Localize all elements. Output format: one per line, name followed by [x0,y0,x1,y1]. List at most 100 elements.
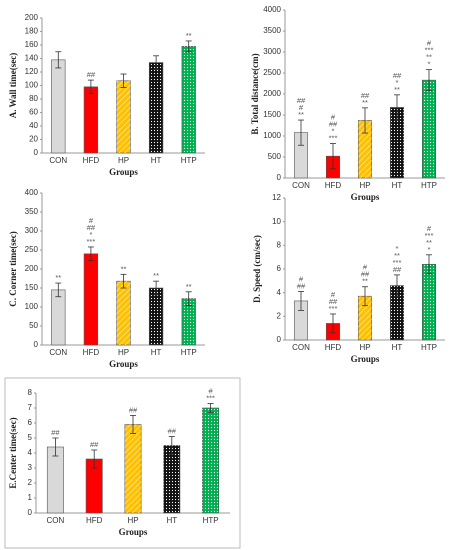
significance-label: *** [87,237,96,246]
y-tick-label: 20 [29,135,38,144]
significance-label: ** [186,31,192,40]
significance-label: * [396,244,399,253]
y-tick-label: 500 [268,152,282,161]
significance-label: *** [206,393,215,402]
significance-label: * [428,245,431,254]
bar-texture [163,445,180,513]
x-axis-label: Groups [351,354,380,364]
bar-texture [358,296,372,340]
significance-label: ** [186,282,192,291]
y-tick-label: 1500 [263,110,281,119]
significance-label: * [396,78,399,87]
bar-texture [422,264,436,340]
x-tick-label: HTP [181,348,197,357]
significance-label: * [89,230,92,239]
significance-label: ## [361,270,370,279]
y-tick-label: 80 [29,94,38,103]
y-tick-label: 120 [25,67,39,76]
y-tick-label: 0 [34,148,39,157]
y-tick-label: 2500 [263,68,281,77]
bar [83,253,99,346]
y-tick-label: 2000 [263,89,281,98]
y-tick-label: 6 [277,264,282,273]
y-tick-label: 140 [25,54,39,63]
y-tick-label: 4 [277,288,282,297]
significance-label: ** [55,273,61,282]
significance-label: ** [394,85,400,94]
bar-texture [390,285,404,340]
y-axis-label: E.Center time(sec) [8,417,18,488]
y-tick-label: 2 [28,478,33,487]
x-tick-label: HP [118,156,129,165]
significance-label: ** [121,264,127,273]
bar-texture [422,80,436,178]
y-tick-label: 50 [29,321,38,330]
y-tick-label: 180 [25,27,39,36]
significance-label: ** [394,251,400,260]
y-axis-label: A. Wall time(sec) [8,53,18,119]
significance-label: ## [361,91,370,100]
x-axis-label: Groups [109,359,138,369]
y-tick-label: 3000 [263,47,281,56]
bar [46,446,64,514]
x-tick-label: HTP [181,156,197,165]
y-tick-label: 160 [25,40,39,49]
x-tick-label: HT [392,181,403,190]
significance-label: # [209,386,214,395]
bar-texture [390,107,404,178]
x-tick-label: HP [359,343,370,352]
significance-label: ## [87,70,96,79]
bar-texture [116,281,131,345]
y-tick-label: 2 [277,311,282,320]
x-axis-label: Groups [109,167,138,177]
y-tick-label: 100 [25,81,39,90]
bar-texture [358,120,372,178]
x-tick-label: CON [49,156,67,165]
y-tick-label: 0 [28,508,33,517]
bar-texture [181,46,196,153]
x-tick-label: CON [292,343,310,352]
y-tick-label: 7 [28,403,33,412]
significance-label: *** [329,304,338,313]
y-tick-label: 4 [28,448,33,457]
x-tick-label: HTP [421,181,437,190]
significance-label: # [363,263,368,272]
x-tick-label: HT [151,156,162,165]
significance-label: ** [426,238,432,247]
significance-label: ** [298,110,304,119]
significance-label: # [299,103,304,112]
y-tick-label: 6 [28,418,33,427]
panel-frame [4,377,241,549]
y-tick-label: 8 [28,388,33,397]
y-tick-label: 150 [25,283,39,292]
x-tick-label: HT [151,348,162,357]
x-tick-label: CON [49,348,67,357]
significance-label: # [299,274,304,283]
significance-label: # [427,39,432,48]
y-axis-label: B. Total distance(cm) [250,53,260,134]
significance-label: ## [297,96,306,105]
bar-texture [149,62,163,153]
bar-texture [149,288,163,345]
significance-label: *** [393,258,402,267]
significance-label: ** [153,271,159,280]
significance-label: ## [393,265,402,274]
y-tick-label: 1000 [263,131,281,140]
bar [51,59,66,154]
bar [51,289,66,346]
bar-texture [181,298,196,345]
significance-label: ## [129,405,138,414]
y-tick-label: 10 [272,217,281,226]
y-tick-label: 0 [34,340,39,349]
y-tick-label: 12 [272,193,281,202]
y-tick-label: 100 [25,302,39,311]
significance-label: *** [425,231,434,240]
significance-label: # [427,224,432,233]
y-tick-label: 4000 [263,5,281,14]
y-tick-label: 400 [25,188,39,197]
x-tick-label: HP [118,348,129,357]
y-tick-label: 3 [28,463,33,472]
y-tick-label: 200 [25,13,39,22]
significance-label: ## [51,428,60,437]
